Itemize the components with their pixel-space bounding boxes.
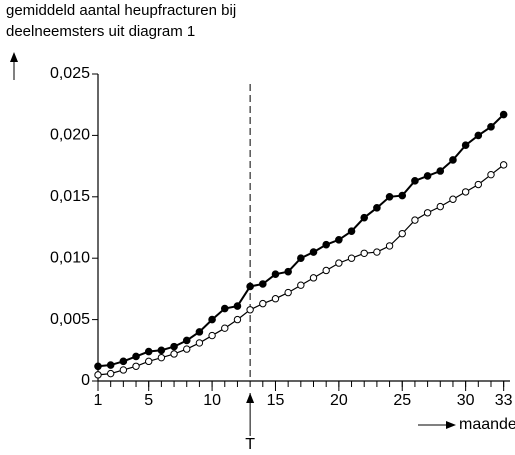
- data-point: [411, 216, 419, 224]
- y-tick-label: 0,020: [50, 127, 90, 144]
- x-tick-label: 30: [457, 392, 475, 409]
- data-point: [208, 315, 216, 324]
- x-tick-label: 5: [144, 392, 153, 409]
- data-point: [170, 350, 178, 358]
- data-point: [499, 161, 508, 169]
- x-tick-label: 20: [330, 392, 348, 409]
- data-point: [119, 357, 128, 366]
- data-point: [119, 366, 128, 374]
- data-point: [411, 177, 419, 185]
- data-point: [144, 347, 153, 356]
- data-point: [449, 195, 457, 203]
- data-point: [157, 353, 166, 362]
- series-line: [97, 113, 505, 368]
- data-point: [461, 188, 470, 196]
- annotation-label: T: [245, 436, 255, 453]
- data-point: [183, 345, 191, 353]
- data-point: [259, 299, 267, 308]
- data-point: [474, 131, 483, 140]
- data-point: [132, 352, 140, 361]
- chart-title-line: gemiddeld aantal heupfracturen bij: [6, 2, 236, 19]
- y-arrowhead: [10, 52, 18, 62]
- data-point: [499, 110, 508, 119]
- x-tick-label: 15: [267, 392, 285, 409]
- data-point: [246, 282, 254, 291]
- data-point: [385, 193, 394, 201]
- data-point: [322, 240, 330, 249]
- y-tick-label: 0: [81, 372, 90, 389]
- data-point: [347, 227, 356, 235]
- data-point: [284, 267, 292, 276]
- data-point: [94, 371, 102, 379]
- data-point: [347, 254, 356, 262]
- data-point: [94, 362, 102, 371]
- data-point: [373, 204, 381, 212]
- y-tick-label: 0,010: [50, 249, 90, 266]
- data-point: [195, 328, 204, 336]
- data-point: [208, 331, 216, 340]
- y-tick-label: 0,015: [50, 188, 90, 205]
- data-point: [195, 339, 204, 347]
- series-line: [97, 164, 505, 376]
- data-point: [233, 302, 242, 310]
- data-point: [436, 202, 444, 211]
- data-point: [436, 167, 445, 175]
- data-point: [246, 306, 254, 314]
- data-point: [297, 254, 305, 263]
- data-point: [335, 259, 343, 267]
- data-point: [309, 274, 318, 282]
- data-point: [157, 346, 166, 355]
- x-tick-label: 33: [495, 392, 513, 409]
- data-point: [220, 304, 229, 313]
- data-point: [385, 242, 394, 250]
- chart-title-line: deelneemsters uit diagram 1: [6, 23, 195, 40]
- data-point: [461, 141, 470, 150]
- data-point: [271, 270, 280, 278]
- data-point: [487, 170, 495, 179]
- y-tick-label: 0,005: [50, 311, 90, 328]
- data-point: [360, 249, 368, 257]
- data-point: [322, 266, 330, 275]
- data-point: [423, 209, 432, 217]
- data-point: [309, 248, 318, 256]
- data-point: [271, 295, 280, 303]
- x-arrowhead: [446, 421, 456, 429]
- data-point: [398, 229, 406, 238]
- data-point: [474, 180, 483, 189]
- data-point: [398, 191, 407, 200]
- y-tick-label: 0,025: [50, 65, 90, 82]
- data-point: [423, 172, 432, 180]
- data-point: [449, 156, 457, 164]
- data-point: [487, 123, 495, 131]
- data-point: [233, 315, 242, 324]
- data-point: [145, 357, 153, 366]
- x-axis-label: maanden: [459, 416, 515, 433]
- data-point: [106, 361, 115, 369]
- data-point: [373, 248, 381, 256]
- x-tick-label: 25: [393, 392, 411, 409]
- data-point: [284, 288, 292, 297]
- data-point: [259, 280, 267, 288]
- data-point: [297, 281, 305, 289]
- data-point: [106, 369, 115, 378]
- x-tick-label: 10: [203, 392, 221, 409]
- data-point: [360, 213, 369, 222]
- data-point: [170, 342, 178, 351]
- data-point: [221, 324, 229, 332]
- annotation-arrowhead: [246, 393, 255, 403]
- data-point: [182, 336, 191, 345]
- data-point: [132, 362, 140, 370]
- data-point: [335, 235, 343, 244]
- x-tick-label: 1: [94, 392, 103, 409]
